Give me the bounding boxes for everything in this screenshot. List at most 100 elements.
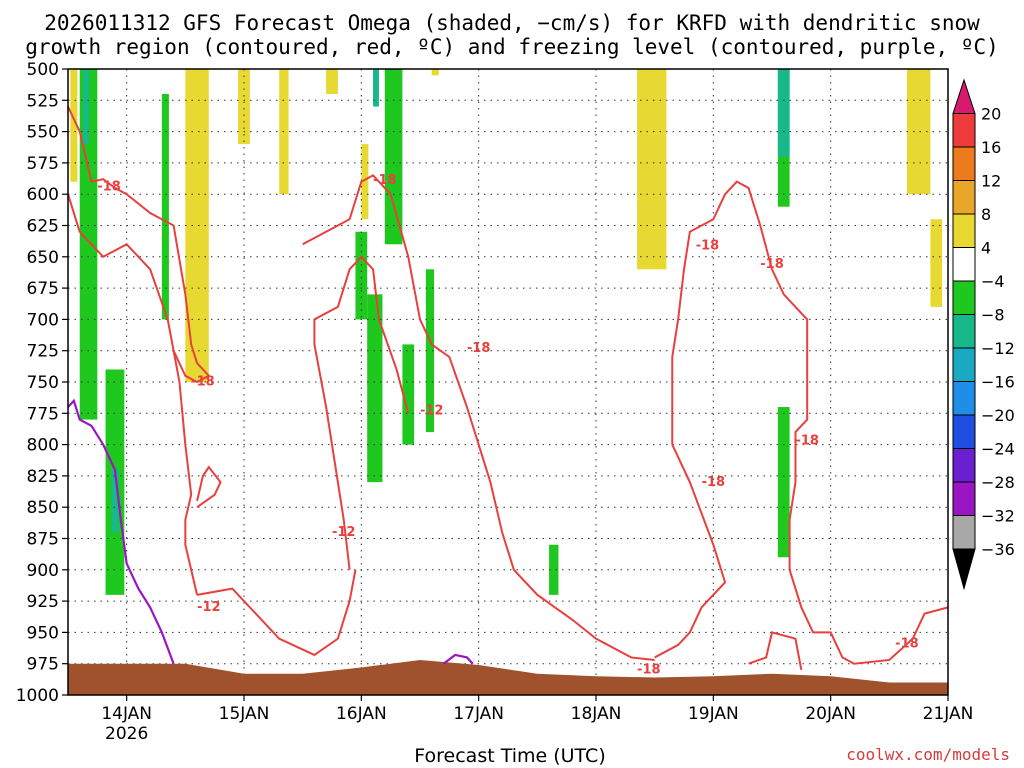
colorbar: 20 16 12 8 4 −4 −8 −12 −16 −20 −24 −28 −32 −36 xyxy=(952,78,1015,591)
colorbar-top-arrow xyxy=(952,78,976,114)
y-tick-label-850: 850 xyxy=(27,498,59,518)
omega-patch-17 xyxy=(431,69,439,76)
colorbar-bottom-arrow xyxy=(952,548,976,591)
omega-patch-1 xyxy=(79,69,98,420)
y-tick-label-700: 700 xyxy=(27,310,59,330)
contour-labels: -18 -18 -18 -12 -12 -18 -12 -18 -18 -18 -18 -18 -18 xyxy=(97,173,918,678)
omega-patch-2 xyxy=(83,69,90,145)
omega-patch-5 xyxy=(161,94,169,320)
colorbar-label-7: −12 xyxy=(981,339,1015,358)
omega-shading-layer xyxy=(70,69,943,595)
contour-line-4 xyxy=(302,174,655,661)
contour-line-5 xyxy=(313,255,410,570)
y-tick-label-500: 500 xyxy=(27,60,59,80)
colorbar-swatch-4 xyxy=(952,213,976,248)
colorbar-label-12: −32 xyxy=(981,507,1015,526)
colorbar-label-10: −24 xyxy=(981,440,1015,459)
omega-patch-4 xyxy=(111,469,119,533)
colorbar-label-9: −20 xyxy=(981,406,1015,425)
contour-label-6: -12 xyxy=(420,404,444,419)
x-axis-label: Forecast Time (UTC) xyxy=(414,745,605,767)
y-tick-label-775: 775 xyxy=(27,404,59,424)
colorbar-swatch-13 xyxy=(952,515,976,550)
freezing-level-line-0 xyxy=(67,398,175,665)
omega-patch-18 xyxy=(549,544,559,595)
colorbar-swatch-3 xyxy=(952,180,976,215)
x-tick-label-18: 18JAN xyxy=(571,704,622,724)
freezing-level-contours xyxy=(67,398,474,665)
chart-title-line2: growth region (contoured, red, ºC) and f… xyxy=(25,35,999,59)
y-tick-label-750: 750 xyxy=(27,373,59,393)
y-tick-label-950: 950 xyxy=(27,623,59,643)
contour-label-8: -18 xyxy=(760,257,784,272)
y-axis: 500 525 550 575 600 625 650 675 700 725 750 775 800 8… xyxy=(16,60,68,706)
colorbar-label-5: −4 xyxy=(981,272,1005,291)
y-tick-label-725: 725 xyxy=(27,342,59,362)
contour-line-1 xyxy=(67,193,199,596)
colorbar-swatch-1 xyxy=(952,113,976,148)
colorbar-label-11: −28 xyxy=(981,473,1015,492)
contour-line-8 xyxy=(748,631,803,671)
colorbar-label-1: 16 xyxy=(981,138,1001,157)
contour-line-6 xyxy=(671,180,949,665)
omega-patch-16 xyxy=(425,269,435,433)
plot-background xyxy=(68,69,948,695)
y-tick-label-825: 825 xyxy=(27,467,59,487)
y-tick-label-875: 875 xyxy=(27,530,59,550)
y-tick-label-975: 975 xyxy=(27,655,59,675)
omega-patch-6 xyxy=(185,69,209,382)
x-tick-label-19: 19JAN xyxy=(688,704,739,724)
temperature-contours xyxy=(67,106,949,671)
contour-label-12: -18 xyxy=(637,663,661,678)
colorbar-swatch-10 xyxy=(952,414,976,449)
colorbar-swatch-6 xyxy=(952,280,976,315)
omega-patch-11 xyxy=(367,294,383,483)
colorbar-swatch-12 xyxy=(952,481,976,516)
y-tick-label-900: 900 xyxy=(27,561,59,581)
contour-label-0: -18 xyxy=(97,179,121,194)
y-tick-label-525: 525 xyxy=(27,91,59,111)
y-tick-label-550: 550 xyxy=(27,123,59,143)
contour-label-9: -18 xyxy=(702,475,726,490)
y-tick-label-625: 625 xyxy=(27,217,59,237)
x-tick-label-20: 20JAN xyxy=(805,704,856,724)
colorbar-label-8: −16 xyxy=(981,373,1015,392)
terrain-fill xyxy=(68,659,948,695)
colorbar-label-13: −36 xyxy=(981,540,1015,559)
contour-label-11: -18 xyxy=(895,636,919,651)
contour-label-10: -18 xyxy=(795,434,819,449)
omega-patch-9 xyxy=(326,69,338,95)
plot-area: -18 -18 -18 -12 -12 -18 -12 -18 -18 -18 -18 -18 -18 xyxy=(67,68,949,696)
chart-title-line1: 2026011312 GFS Forecast Omega (shaded, −… xyxy=(44,11,980,35)
x-tick-label-21: 21JAN xyxy=(923,704,974,724)
colorbar-label-3: 8 xyxy=(981,205,991,224)
omega-patch-10 xyxy=(355,231,368,320)
contour-line-3 xyxy=(196,465,222,509)
freezing-level-line-1 xyxy=(442,653,474,665)
colorbar-label-4: 4 xyxy=(981,239,991,258)
y-tick-label-650: 650 xyxy=(27,248,59,268)
contour-line-7 xyxy=(654,444,727,659)
omega-patch-21 xyxy=(777,69,790,157)
colorbar-swatch-2 xyxy=(952,146,976,181)
terrain-layer xyxy=(68,659,948,695)
omega-patch-0 xyxy=(70,69,78,182)
y-tick-label-575: 575 xyxy=(27,154,59,174)
y-tick-label-1000: 1000 xyxy=(16,686,59,706)
contour-line-2 xyxy=(196,569,357,657)
x-tick-label-14: 14JAN xyxy=(101,704,152,724)
colorbar-swatch-9 xyxy=(952,381,976,416)
omega-patch-12 xyxy=(373,69,379,107)
colorbar-label-2: 12 xyxy=(981,172,1001,191)
colorbar-swatch-11 xyxy=(952,448,976,483)
omega-patch-23 xyxy=(906,69,931,195)
omega-patch-13 xyxy=(384,69,403,245)
x-tick-label-15: 15JAN xyxy=(219,704,270,724)
contour-line-0 xyxy=(67,106,211,384)
y-tick-label-925: 925 xyxy=(27,592,59,612)
omega-patch-19 xyxy=(637,69,667,270)
contour-label-2: -18 xyxy=(191,375,215,390)
y-tick-label-800: 800 xyxy=(27,436,59,456)
